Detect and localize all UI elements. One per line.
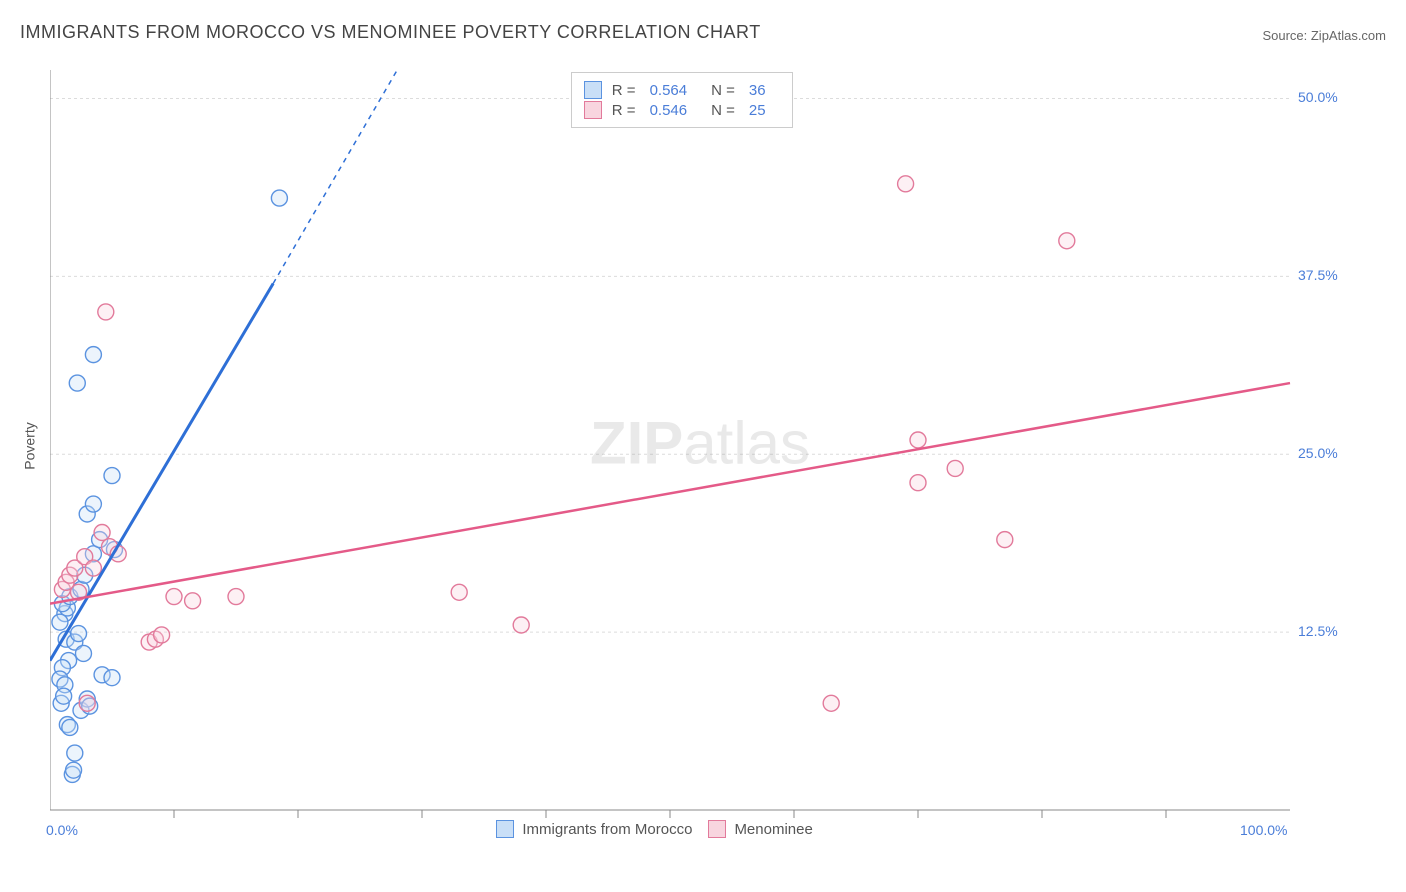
legend-swatch: [708, 820, 726, 838]
y-axis-label: Poverty: [22, 422, 38, 469]
legend-item-label: Immigrants from Morocco: [522, 821, 692, 838]
legend-item-label: Menominee: [734, 821, 812, 838]
y-tick-label: 50.0%: [1298, 89, 1338, 105]
legend-swatch: [584, 101, 602, 119]
y-tick-label: 12.5%: [1298, 623, 1338, 639]
x-tick-label: 100.0%: [1240, 822, 1287, 838]
chart-area: ZIPatlas R =0.564 N =36 R =0.546 N =25 I…: [50, 60, 1350, 840]
series-legend: Immigrants from Morocco Menominee: [496, 820, 812, 838]
legend-r-label: R =: [612, 102, 636, 119]
legend-r-value: 0.546: [650, 102, 688, 119]
legend-n-label: N =: [711, 82, 735, 99]
source-name: ZipAtlas.com: [1311, 28, 1386, 43]
legend-r-value: 0.564: [650, 82, 688, 99]
y-tick-label: 25.0%: [1298, 445, 1338, 461]
x-tick-label: 0.0%: [46, 822, 78, 838]
scatter-plot: [50, 60, 1350, 840]
legend-item: Immigrants from Morocco: [496, 820, 692, 838]
chart-title: IMMIGRANTS FROM MOROCCO VS MENOMINEE POV…: [20, 22, 761, 43]
source-attribution: Source: ZipAtlas.com: [1262, 28, 1386, 43]
legend-n-value: 36: [749, 82, 766, 99]
legend-r-label: R =: [612, 82, 636, 99]
legend-row: R = 0.546 N = 25: [584, 101, 780, 119]
legend-n-label: N =: [711, 102, 735, 119]
legend-n-value: 25: [749, 102, 766, 119]
correlation-legend: R = 0.564 N = 36 R = 0.546 N = 25: [571, 72, 793, 128]
legend-swatch: [496, 820, 514, 838]
legend-row: R = 0.564 N = 36: [584, 81, 780, 99]
y-tick-label: 37.5%: [1298, 267, 1338, 283]
source-prefix: Source:: [1262, 28, 1310, 43]
legend-swatch: [584, 81, 602, 99]
legend-item: Menominee: [708, 820, 812, 838]
